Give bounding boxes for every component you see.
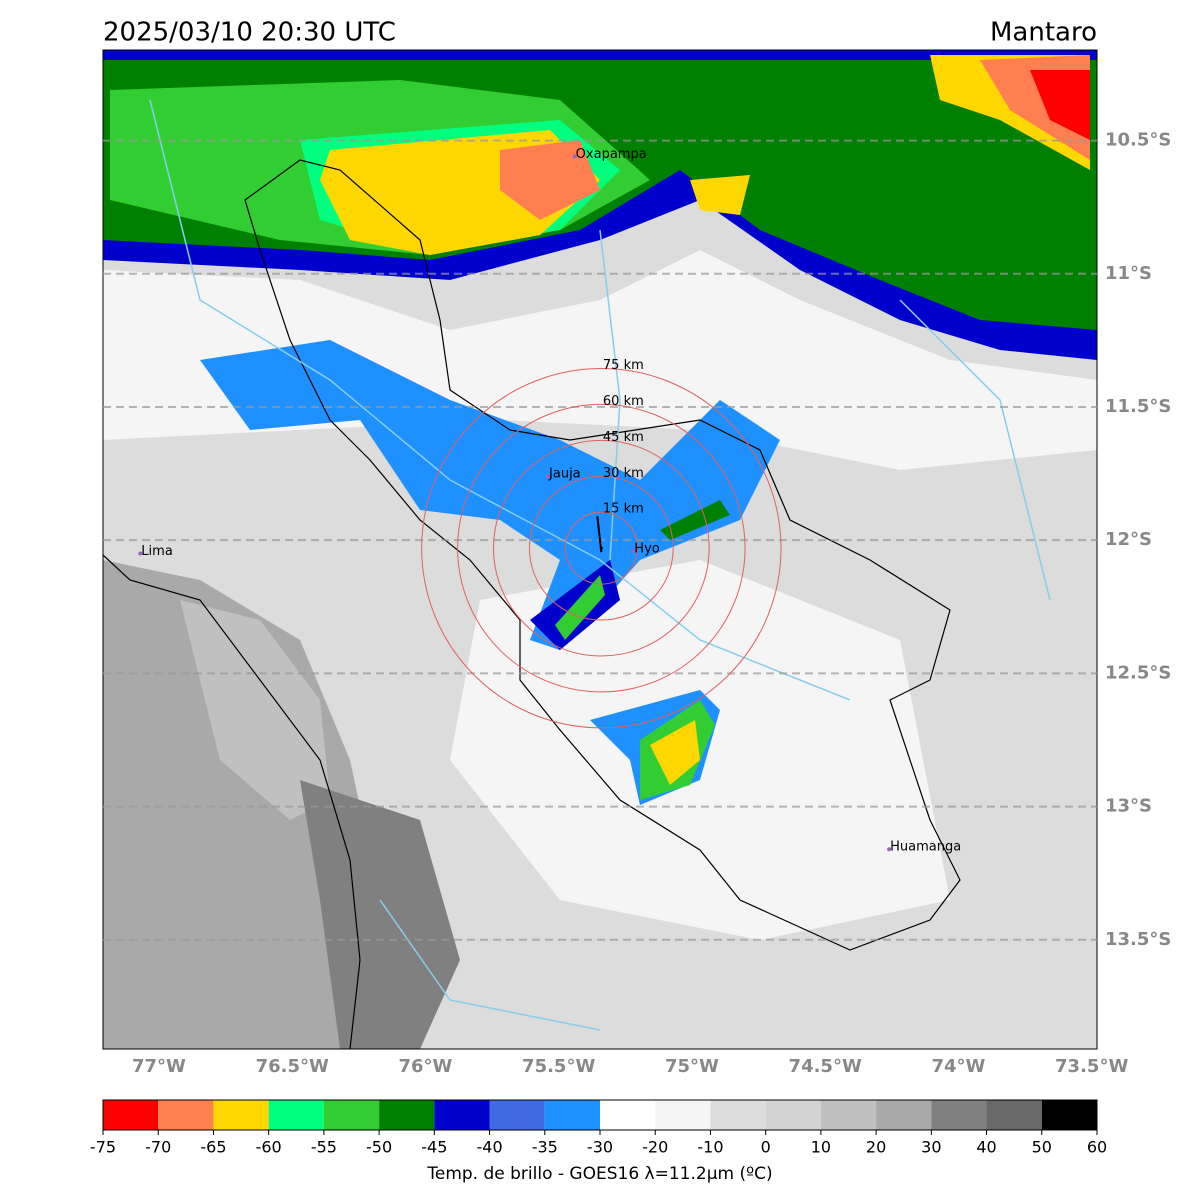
place-label: Lima bbox=[141, 544, 172, 559]
lat-label: 10.5°S bbox=[1105, 130, 1171, 151]
lat-label: 11.5°S bbox=[1105, 396, 1171, 417]
satellite-image bbox=[103, 50, 1097, 1049]
colorbar-tick-label: -60 bbox=[256, 1138, 282, 1157]
colorbar-segment bbox=[710, 1100, 766, 1130]
colorbar-segment bbox=[655, 1100, 711, 1130]
colorbar-tick-label: -20 bbox=[642, 1138, 668, 1157]
place-label: Hyo bbox=[634, 541, 659, 556]
colorbar-segment bbox=[931, 1100, 987, 1130]
colorbar-tick-label: 20 bbox=[866, 1138, 886, 1157]
lon-label: 77°W bbox=[132, 1056, 186, 1077]
range-ring bbox=[457, 403, 746, 693]
range-ring bbox=[528, 475, 674, 621]
colorbar-tick-label: -70 bbox=[145, 1138, 171, 1157]
colorbar-tick-label: -40 bbox=[476, 1138, 502, 1157]
colorbar-segment bbox=[379, 1100, 435, 1130]
colorbar-tick-label: 0 bbox=[761, 1138, 771, 1157]
place-marker bbox=[546, 474, 551, 479]
colorbar-tick-label: -10 bbox=[697, 1138, 723, 1157]
colorbar-segment bbox=[876, 1100, 932, 1130]
lat-label: 13.5°S bbox=[1105, 929, 1171, 950]
colorbar-segment bbox=[544, 1100, 600, 1130]
region-title: Mantaro bbox=[990, 18, 1097, 48]
range-ring bbox=[421, 367, 782, 729]
colorbar-tick-label: -65 bbox=[200, 1138, 226, 1157]
lon-label: 76°W bbox=[398, 1056, 452, 1077]
title: 2025/03/10 20:30 UTC bbox=[103, 18, 396, 48]
lon-label: 74.5°W bbox=[789, 1056, 862, 1077]
colorbar-segment bbox=[103, 1100, 159, 1130]
colorbar-tick-label: -75 bbox=[90, 1138, 116, 1157]
lon-label: 74°W bbox=[931, 1056, 985, 1077]
ring-label: 30 km bbox=[603, 466, 644, 481]
place-label: Huamanga bbox=[890, 840, 961, 855]
colorbar-segment bbox=[434, 1100, 490, 1130]
place-marker bbox=[631, 548, 636, 553]
colorbar-tick-label: -55 bbox=[311, 1138, 337, 1157]
colorbar-segment bbox=[986, 1100, 1042, 1130]
colorbar-tick-label: 10 bbox=[811, 1138, 831, 1157]
lat-label: 12°S bbox=[1105, 529, 1152, 550]
colorbar-tick-label: 60 bbox=[1087, 1138, 1107, 1157]
colorbar-segment bbox=[158, 1100, 214, 1130]
colorbar-segment bbox=[820, 1100, 877, 1130]
lon-label: 73.5°W bbox=[1055, 1056, 1128, 1077]
colorbar-segment bbox=[213, 1100, 269, 1130]
lat-label: 11°S bbox=[1105, 263, 1152, 284]
range-ring bbox=[564, 511, 638, 585]
map-frame bbox=[102, 49, 1098, 1050]
colorbar-tick-label: -35 bbox=[532, 1138, 558, 1157]
place-marker bbox=[572, 154, 577, 159]
lon-label: 76.5°W bbox=[256, 1056, 329, 1077]
lon-label: 75.5°W bbox=[522, 1056, 595, 1077]
colorbar-tick-label: 40 bbox=[976, 1138, 996, 1157]
place-label: Jauja bbox=[548, 467, 581, 482]
colorbar-segment bbox=[268, 1100, 324, 1130]
ring-label: 60 km bbox=[603, 394, 644, 409]
colorbar-segment bbox=[765, 1100, 821, 1130]
lat-label: 13°S bbox=[1105, 796, 1152, 817]
ring-label: 75 km bbox=[603, 358, 644, 373]
ring-label: 45 km bbox=[603, 430, 644, 445]
colorbar-segment bbox=[323, 1100, 380, 1130]
colorbar-tick-label: -30 bbox=[587, 1138, 613, 1157]
colorbar-tick-label: 50 bbox=[1032, 1138, 1052, 1157]
ring-label: 15 km bbox=[603, 502, 644, 517]
colorbar-label: Temp. de brillo - GOES16 λ=11.2μm (ºC) bbox=[426, 1164, 772, 1184]
colorbar-tick-label: 30 bbox=[921, 1138, 941, 1157]
lon-label: 75°W bbox=[665, 1056, 719, 1077]
place-label: Oxapampa bbox=[576, 147, 647, 162]
radar-beam bbox=[596, 516, 603, 553]
range-ring bbox=[493, 439, 710, 657]
colorbar-segment bbox=[600, 1100, 656, 1130]
colorbar-tick-label: -50 bbox=[366, 1138, 392, 1157]
lat-label: 12.5°S bbox=[1105, 662, 1171, 683]
place-marker bbox=[138, 551, 143, 556]
colorbar-tick-label: -45 bbox=[421, 1138, 447, 1157]
place-marker bbox=[887, 847, 892, 852]
colorbar-segment bbox=[489, 1100, 545, 1130]
colorbar-segment bbox=[1041, 1100, 1097, 1130]
